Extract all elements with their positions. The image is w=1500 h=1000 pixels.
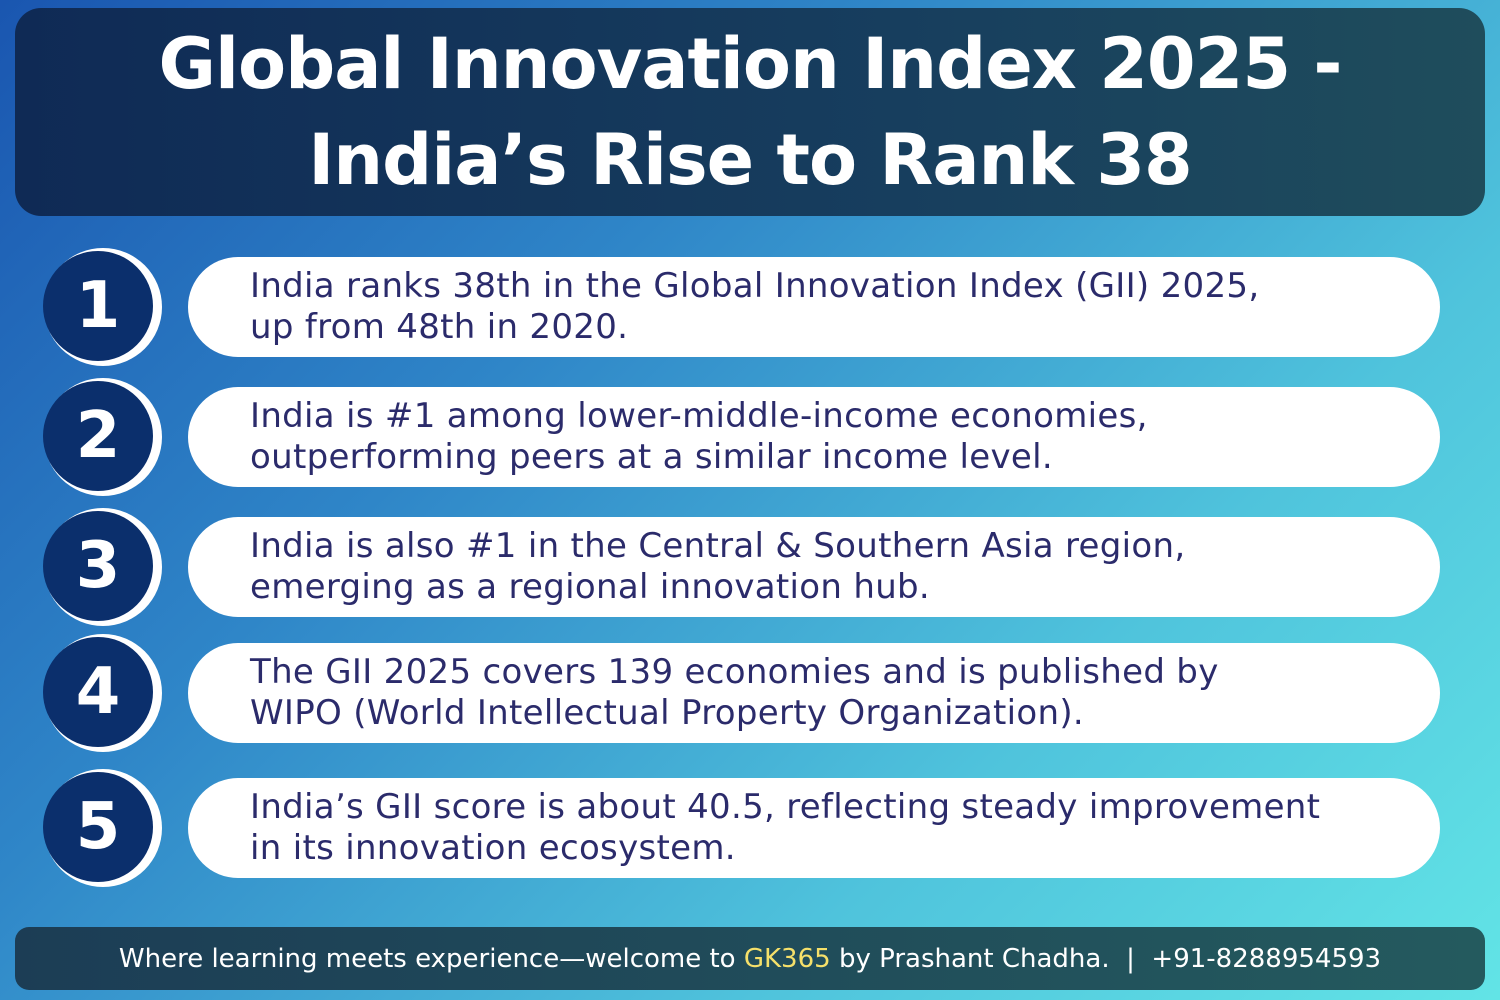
list-item: 5 India’s GII score is about 40.5, refle…	[0, 769, 1500, 887]
footer-prefix: Where learning meets experience—welcome …	[118, 943, 744, 974]
title-banner: Global Innovation Index 2025 - India’s R…	[15, 8, 1485, 216]
number-badge: 3	[43, 511, 153, 621]
title-line-1: Global Innovation Index 2025 -	[158, 23, 1343, 105]
footer-brand: GK365	[743, 943, 831, 974]
fact-text: India ranks 38th in the Global Innovatio…	[250, 266, 1260, 306]
footer-banner: Where learning meets experience—welcome …	[15, 927, 1485, 990]
fact-pill: The GII 2025 covers 139 economies and is…	[188, 643, 1440, 743]
fact-text: up from 48th in 2020.	[250, 307, 629, 347]
fact-pill: India’s GII score is about 40.5, reflect…	[188, 778, 1440, 878]
fact-pill: India is also #1 in the Central & Southe…	[188, 517, 1440, 617]
fact-text: The GII 2025 covers 139 economies and is…	[250, 652, 1219, 692]
fact-text: in its innovation ecosystem.	[250, 828, 736, 868]
number-badge: 4	[43, 637, 153, 747]
number-badge: 1	[43, 251, 153, 361]
fact-text: India is also #1 in the Central & Southe…	[250, 526, 1186, 566]
list-item: 2 India is #1 among lower-middle-income …	[0, 378, 1500, 496]
fact-text: India’s GII score is about 40.5, reflect…	[250, 787, 1321, 827]
list-item: 3 India is also #1 in the Central & Sout…	[0, 508, 1500, 626]
list-item: 1 India ranks 38th in the Global Innovat…	[0, 248, 1500, 366]
fact-text: outperforming peers at a similar income …	[250, 437, 1053, 477]
fact-text: India is #1 among lower-middle-income ec…	[250, 396, 1148, 436]
fact-pill: India is #1 among lower-middle-income ec…	[188, 387, 1440, 487]
footer-suffix: by Prashant Chadha. | +91-8288954593	[830, 943, 1382, 974]
list-item: 4 The GII 2025 covers 139 economies and …	[0, 634, 1500, 752]
fact-pill: India ranks 38th in the Global Innovatio…	[188, 257, 1440, 357]
fact-text: WIPO (World Intellectual Property Organi…	[250, 693, 1085, 733]
number-badge: 5	[43, 772, 153, 882]
title-line-2: India’s Rise to Rank 38	[308, 119, 1192, 201]
fact-text: emerging as a regional innovation hub.	[250, 567, 931, 607]
number-badge: 2	[43, 381, 153, 491]
